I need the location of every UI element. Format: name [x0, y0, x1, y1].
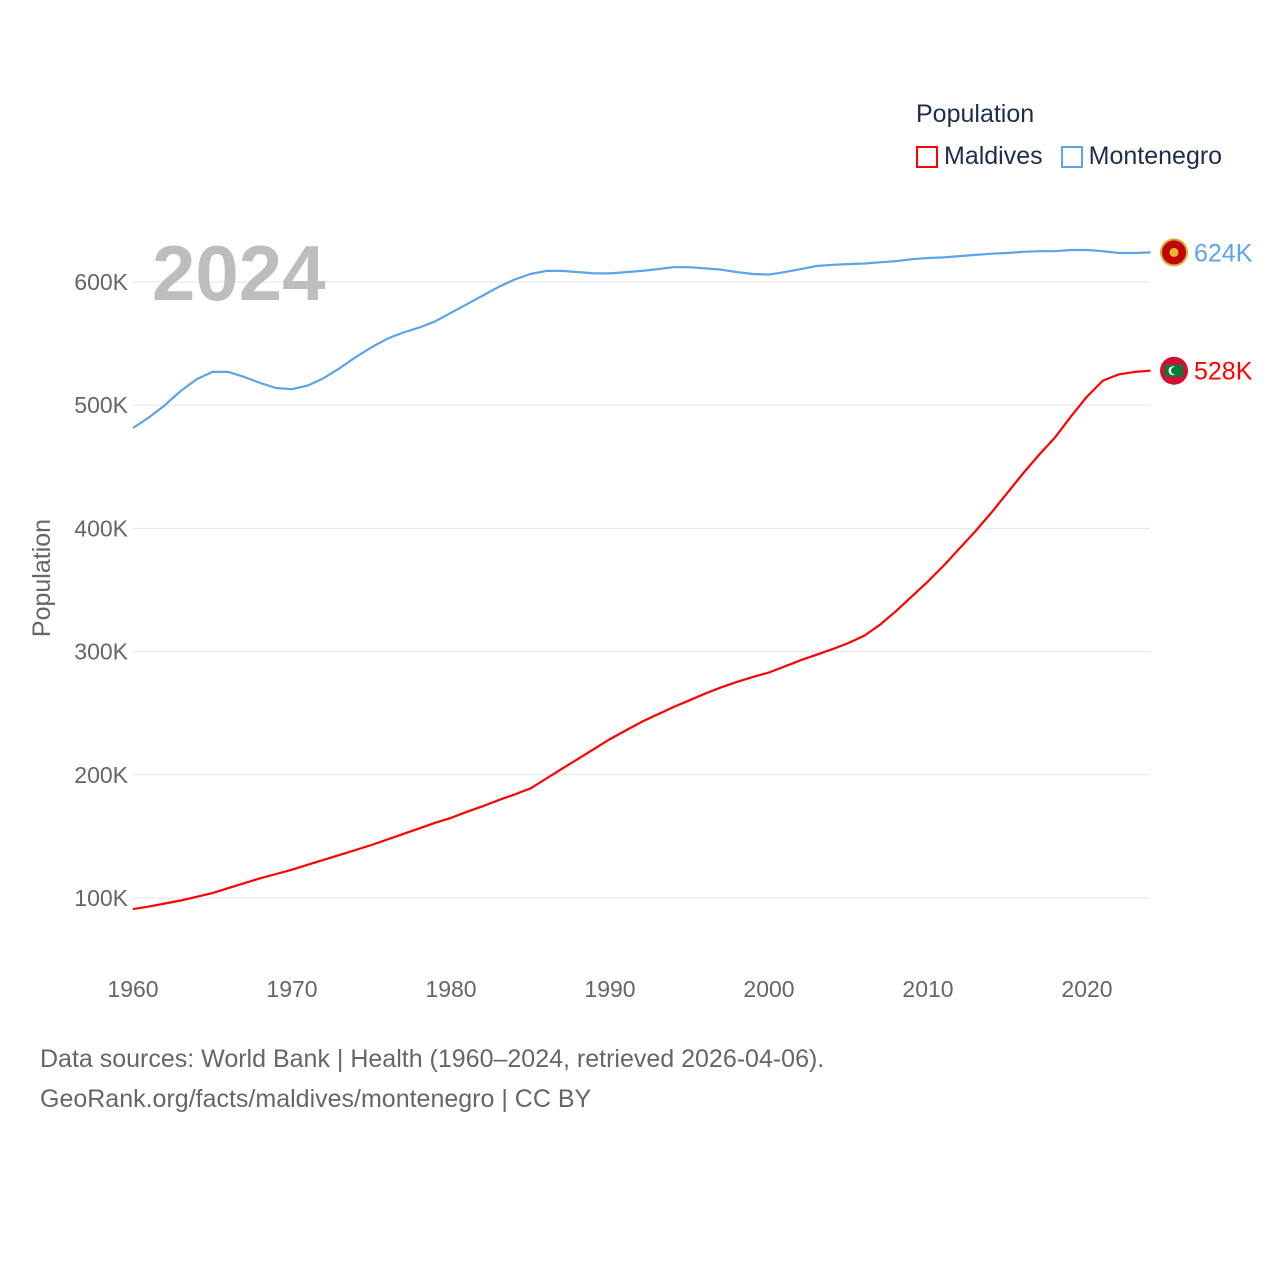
y-tick-label: 400K — [74, 515, 128, 541]
y-axis-label: Population — [28, 519, 56, 637]
x-tick-label: 2000 — [743, 976, 794, 1002]
x-tick-label: 2020 — [1061, 976, 1112, 1002]
legend-label: Montenegro — [1088, 142, 1223, 170]
legend-swatch-montenegro — [1060, 145, 1083, 168]
series-line-montenegro — [132, 248, 1151, 429]
end-value-label: 624K — [1194, 239, 1253, 267]
y-tick-label: 300K — [74, 639, 128, 665]
footer-sources: Data sources: World Bank | Health (1960–… — [40, 1045, 825, 1073]
x-tick-label: 1960 — [107, 976, 158, 1002]
montenegro-flag-icon — [1160, 238, 1188, 267]
legend-item-montenegro[interactable]: Montenegro — [1060, 142, 1223, 171]
footer-attribution[interactable]: GeoRank.org/facts/maldives/montenegro | … — [40, 1085, 592, 1113]
flag-emblem — [1169, 247, 1179, 257]
series-line-maldives — [132, 369, 1151, 911]
end-value-label: 528K — [1194, 358, 1253, 386]
legend-title: Population — [916, 100, 1035, 128]
y-tick-label: 100K — [74, 885, 128, 911]
x-tick-label: 1970 — [266, 976, 317, 1002]
year-watermark: 2024 — [152, 229, 326, 317]
legend-item-maldives[interactable]: Maldives — [916, 142, 1043, 171]
legend: Maldives Montenegro — [916, 142, 1222, 171]
y-tick-label: 200K — [74, 762, 128, 788]
flag-crescent-cut — [1171, 366, 1179, 375]
legend-swatch-maldives — [916, 145, 938, 168]
y-tick-label: 600K — [74, 269, 128, 295]
x-tick-label: 1990 — [584, 976, 635, 1002]
x-tick-label: 2010 — [902, 976, 953, 1002]
legend-label: Maldives — [944, 142, 1043, 170]
x-tick-label: 1980 — [425, 976, 476, 1002]
maldives-flag-icon — [1160, 356, 1188, 385]
y-tick-label: 500K — [74, 392, 128, 418]
